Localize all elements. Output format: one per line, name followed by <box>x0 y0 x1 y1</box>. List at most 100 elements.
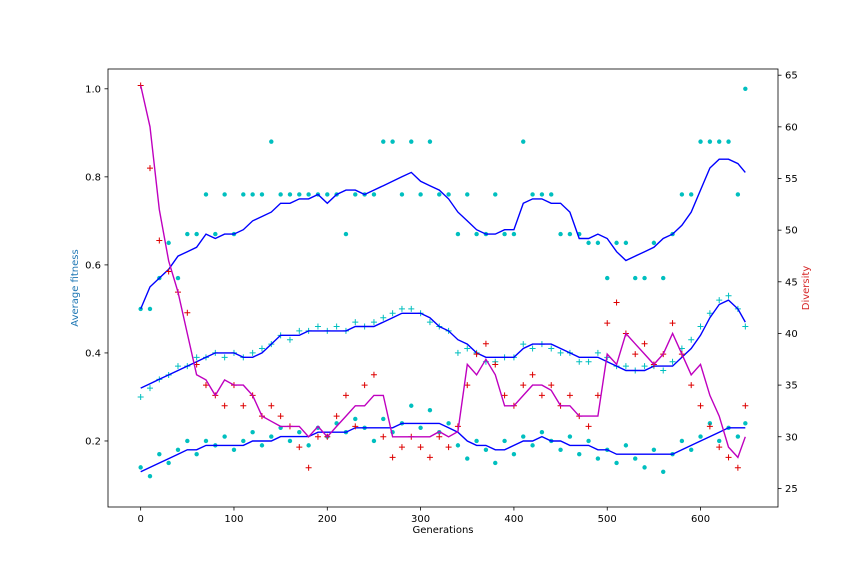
data-point <box>446 421 451 426</box>
y2-tick-label: 40 <box>785 329 798 340</box>
y2-tick-label: 25 <box>785 484 798 495</box>
data-point <box>697 402 704 409</box>
data-point <box>493 460 498 466</box>
data-point <box>436 433 443 440</box>
data-point <box>314 433 321 440</box>
data-point <box>614 460 619 466</box>
data-point <box>688 382 695 389</box>
data-point <box>343 231 349 237</box>
data-point <box>352 319 359 326</box>
data-point <box>353 192 358 197</box>
y2-axis-title: Diversity <box>801 266 812 311</box>
y-tick-label: 0.4 <box>85 348 101 359</box>
data-point <box>464 345 471 352</box>
data-point <box>688 336 695 343</box>
data-point <box>502 438 507 444</box>
data-point <box>175 447 181 452</box>
data-point <box>221 402 228 409</box>
data-point <box>417 444 424 451</box>
data-point <box>137 393 144 400</box>
data-point <box>594 392 601 399</box>
data-point <box>371 438 377 444</box>
series-3 <box>140 299 746 389</box>
x-tick-label: 600 <box>691 514 710 525</box>
data-point <box>157 451 162 457</box>
series-0 <box>138 86 748 312</box>
data-point <box>306 192 311 197</box>
data-point <box>455 443 461 448</box>
data-point <box>409 403 414 408</box>
x-tick-label: 300 <box>411 514 430 525</box>
data-point <box>576 358 583 365</box>
data-point <box>520 382 527 389</box>
data-point <box>660 367 667 374</box>
data-point <box>166 460 171 466</box>
data-point <box>250 429 255 435</box>
data-point <box>222 434 227 439</box>
data-point <box>743 421 748 426</box>
data-point <box>389 454 396 461</box>
data-point <box>398 305 405 312</box>
data-point <box>269 139 274 144</box>
data-point <box>455 231 461 237</box>
data-point <box>558 447 563 452</box>
data-point <box>473 351 480 358</box>
data-point <box>567 434 573 439</box>
data-point <box>604 320 611 327</box>
data-point <box>501 392 508 399</box>
data-point <box>548 382 555 389</box>
data-point <box>697 323 704 330</box>
data-point <box>445 444 452 451</box>
data-point <box>548 345 555 352</box>
data-point <box>521 434 526 439</box>
y2-tick-label: 60 <box>785 122 798 133</box>
data-point <box>698 434 703 439</box>
data-point <box>165 268 172 275</box>
series-1 <box>140 158 746 310</box>
data-point <box>735 434 741 439</box>
data-point <box>222 192 227 197</box>
data-point <box>380 314 387 321</box>
data-point <box>370 371 377 378</box>
data-point <box>333 323 340 330</box>
y-axis-title: Average fitness <box>70 249 81 326</box>
y2-tick-label: 30 <box>785 432 798 443</box>
data-point <box>231 447 237 452</box>
data-point <box>595 240 601 246</box>
data-point <box>287 192 293 197</box>
data-point <box>240 402 247 409</box>
data-point <box>585 358 592 365</box>
data-point <box>138 465 143 470</box>
data-point <box>446 192 451 197</box>
data-point <box>717 139 722 144</box>
y-tick-label: 0.6 <box>85 260 101 271</box>
data-point <box>725 454 732 461</box>
ticks-layer: 0 100 200 300 400 500 600 0.2 0.4 0.6 0.8 1.0 25 30 35… <box>85 71 798 525</box>
y2-tick-label: 35 <box>785 381 798 392</box>
series-line <box>140 422 746 473</box>
data-point <box>418 425 423 430</box>
data-point <box>623 240 629 246</box>
series-7 <box>140 85 746 459</box>
data-point <box>511 231 517 237</box>
data-point <box>689 192 694 197</box>
data-point <box>586 438 591 444</box>
data-point <box>465 192 470 197</box>
data-point <box>661 469 666 474</box>
data-point <box>651 240 657 246</box>
data-point <box>399 192 405 197</box>
data-point <box>529 371 536 378</box>
series-5 <box>140 422 746 473</box>
data-point <box>567 231 573 237</box>
series-line <box>140 85 746 459</box>
data-point <box>194 451 199 457</box>
data-point <box>726 139 731 144</box>
data-point <box>586 240 591 246</box>
x-tick-label: 100 <box>224 514 243 525</box>
data-point <box>314 323 321 330</box>
data-point <box>241 192 246 197</box>
data-point <box>146 385 153 392</box>
series-line <box>140 299 746 389</box>
data-point <box>296 327 303 334</box>
data-point <box>493 192 498 197</box>
